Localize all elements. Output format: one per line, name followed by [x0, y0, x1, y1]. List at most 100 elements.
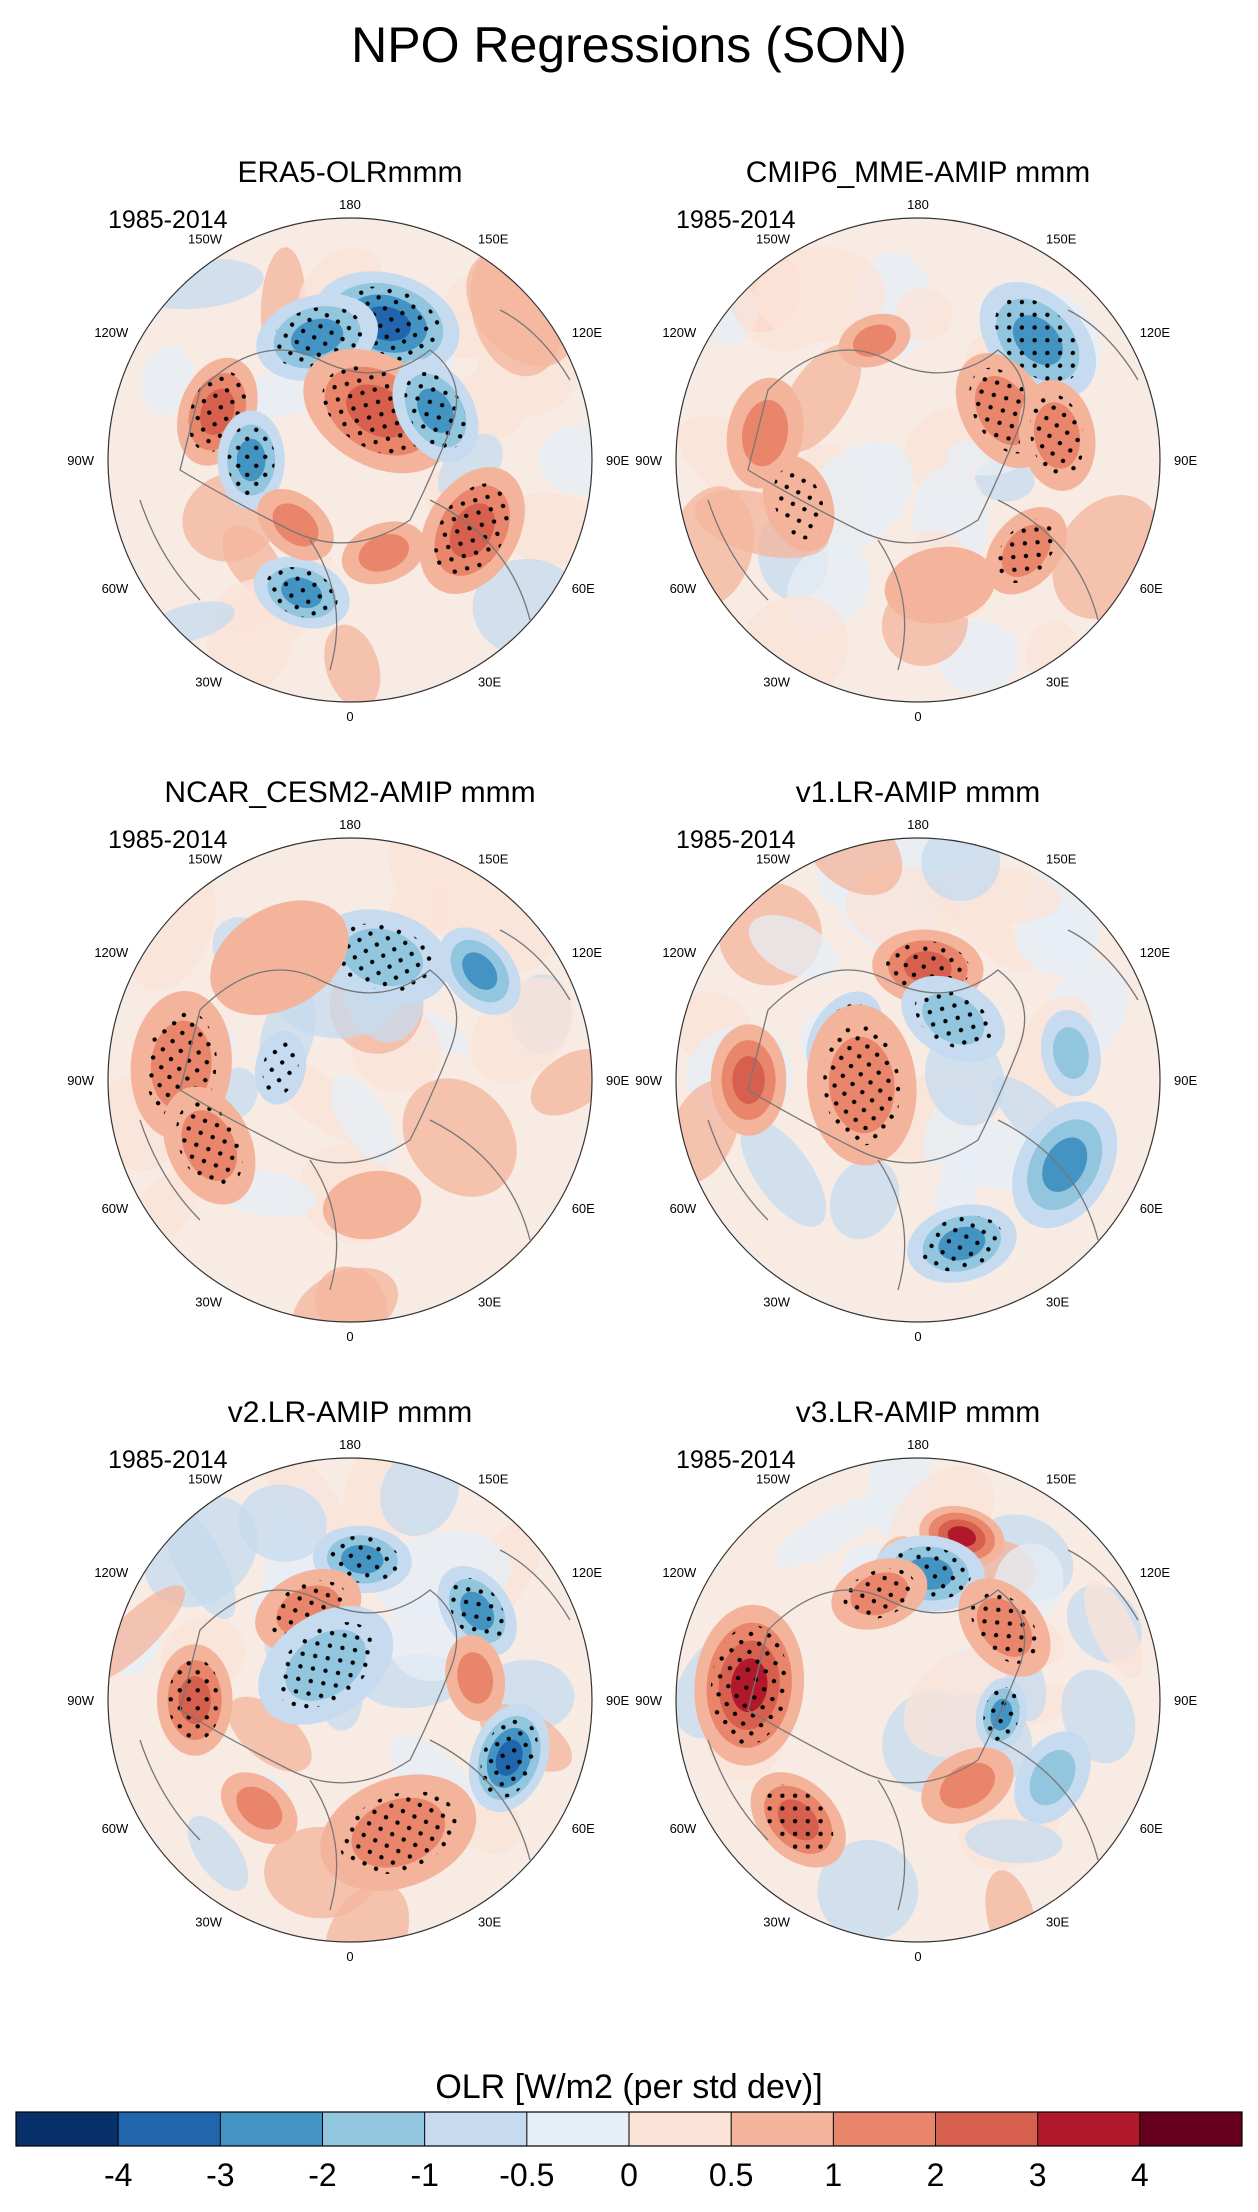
panel-title: CMIP6_MME-AMIP mmm: [746, 156, 1090, 189]
panel-title: v3.LR-AMIP mmm: [796, 1396, 1040, 1429]
longitude-label: 60E: [1140, 581, 1163, 596]
anomaly-region: [838, 313, 911, 368]
longitude-label: 60W: [670, 1201, 697, 1216]
background-anomaly: [238, 1484, 327, 1562]
longitude-label: 150E: [478, 231, 509, 246]
colorbar-tick-label: 0: [620, 2157, 638, 2193]
significance-stipple: [1029, 394, 1085, 477]
colorbar-label: OLR [W/m2 (per std dev)]: [435, 2068, 822, 2106]
colorbar-bin: [833, 2112, 936, 2146]
background-anomaly: [330, 1075, 397, 1164]
anomaly-region: [254, 1030, 307, 1105]
anomaly-region: [341, 521, 426, 585]
coastline: [707, 309, 1139, 671]
colorbar-bin: [118, 2112, 221, 2146]
coastline: [707, 929, 1139, 1291]
background-anomaly: [829, 1158, 900, 1240]
background-anomaly: [324, 624, 381, 702]
anomaly-region: [419, 467, 525, 595]
longitude-label: 120E: [572, 1565, 603, 1580]
colorbar-bin: [16, 2112, 119, 2146]
anomaly-region: [694, 1604, 805, 1766]
anomaly-region: [750, 1772, 846, 1868]
longitude-label: 90E: [606, 1073, 629, 1088]
longitude-label: 150W: [188, 1471, 223, 1486]
longitude-label: 120E: [1140, 945, 1171, 960]
anomaly-region: [710, 1024, 787, 1136]
colorbar: -4 -3 -2 -1 -0.5 0 0.5 1 2 3 4: [15, 2111, 1243, 2193]
longitude-label: 30W: [763, 675, 790, 690]
significance-stipple: [823, 1024, 901, 1146]
longitude-label: 120E: [1140, 1565, 1171, 1580]
colorbar-bin: [935, 2112, 1039, 2146]
longitude-label: 30E: [1046, 1915, 1069, 1930]
coastline: [707, 1549, 1139, 1911]
colorbar-tick-label: -3: [206, 2157, 234, 2193]
panel-period: 1985-2014: [676, 206, 796, 234]
background-anomaly: [161, 1502, 236, 1620]
significance-stipple: [265, 567, 338, 619]
longitude-label: 60E: [572, 1201, 595, 1216]
anomaly-region: [907, 1204, 1017, 1283]
longitude-label: 150E: [478, 851, 509, 866]
significance-stipple: [994, 297, 1081, 384]
panel-period: 1985-2014: [108, 826, 228, 854]
map-border: [107, 217, 593, 703]
anomaly-region: [210, 900, 349, 1016]
panel-title: v2.LR-AMIP mmm: [228, 1396, 472, 1429]
longitude-label: 150E: [1046, 851, 1077, 866]
colorbar-tick-label: 4: [1131, 2157, 1149, 2193]
map-border: [675, 1457, 1161, 1943]
colorbar-bin: [322, 2112, 426, 2146]
longitude-label: 60E: [572, 1821, 595, 1836]
longitude-label: 150W: [188, 231, 223, 246]
background-anomaly: [324, 1882, 410, 1942]
longitude-label: 120W: [662, 1565, 697, 1580]
colorbar-tick-label: 2: [927, 2157, 945, 2193]
longitude-label: 30W: [763, 1915, 790, 1930]
panel-period: 1985-2014: [676, 1446, 796, 1474]
longitude-label: 120W: [94, 945, 129, 960]
significance-stipple: [480, 1717, 538, 1799]
significance-stipple: [434, 483, 511, 578]
anomaly-region: [1012, 1101, 1118, 1229]
significance-stipple: [325, 1535, 400, 1584]
significance-stipple: [332, 923, 433, 992]
longitude-label: 150E: [1046, 1471, 1077, 1486]
anomaly-region: [1041, 1009, 1101, 1097]
significance-stipple: [448, 1577, 506, 1645]
panel-period: 1985-2014: [108, 1446, 228, 1474]
figure-title: NPO Regressions (SON): [351, 17, 907, 73]
longitude-label: 0: [346, 1949, 353, 1964]
background-anomaly: [227, 1696, 312, 1772]
longitude-label: 90W: [67, 453, 94, 468]
longitude-label: 60E: [572, 581, 595, 596]
longitude-label: 150W: [188, 851, 223, 866]
longitude-label: 60W: [102, 581, 129, 596]
anomaly-region: [445, 1634, 506, 1721]
significance-stipple: [262, 1040, 299, 1096]
longitude-label: 180: [339, 817, 361, 832]
longitude-label: 150W: [756, 851, 791, 866]
background-anomaly: [141, 345, 193, 416]
significance-stipple: [843, 1568, 916, 1620]
longitude-label: 90W: [67, 1073, 94, 1088]
significance-stipple: [168, 1658, 222, 1742]
colorbar-tick-label: 0.5: [709, 2157, 753, 2193]
background-anomaly: [734, 261, 832, 352]
longitude-label: 30W: [195, 675, 222, 690]
background-anomaly: [1084, 1581, 1143, 1679]
longitude-label: 120E: [1140, 325, 1171, 340]
anomaly-region: [256, 293, 378, 381]
longitude-label: 30W: [763, 1295, 790, 1310]
significance-stipple: [275, 1622, 376, 1709]
coastline: [139, 309, 571, 671]
coastline: [139, 929, 571, 1291]
longitude-label: 90W: [635, 1073, 662, 1088]
anomaly-region: [468, 1703, 550, 1812]
longitude-label: 120W: [94, 325, 129, 340]
panel-title: v1.LR-AMIP mmm: [796, 776, 1040, 809]
longitude-label: 30E: [478, 1915, 501, 1930]
anomaly-region: [156, 1644, 233, 1756]
